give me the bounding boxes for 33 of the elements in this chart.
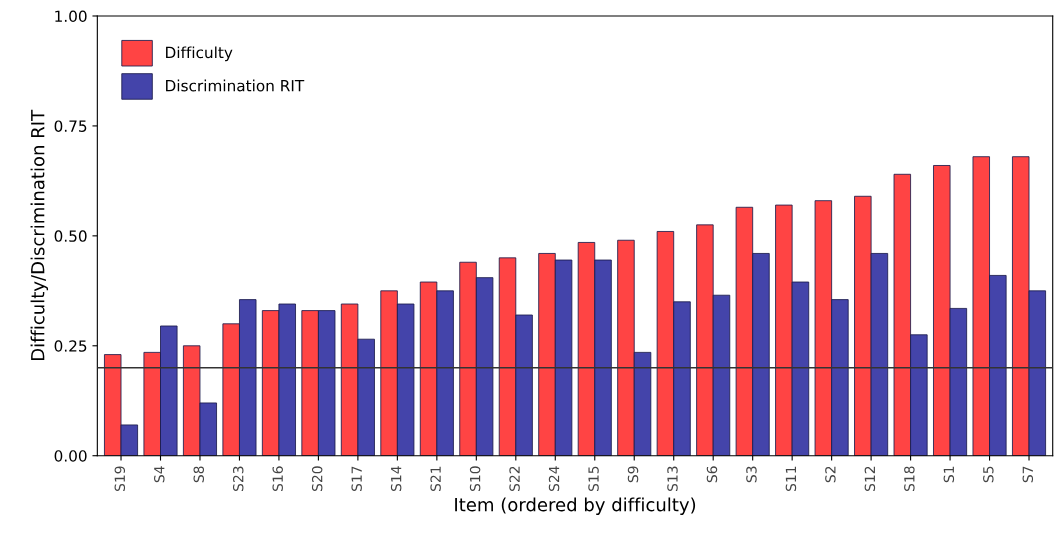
legend-label: Difficulty <box>166 46 233 62</box>
x-tick-label: S14 <box>390 466 402 492</box>
x-tick-label: S11 <box>785 466 797 492</box>
y-tick-label: 0.50 <box>54 230 87 242</box>
y-axis-title: Difficulty/Discrimination RIT <box>30 109 49 361</box>
x-tick-label: S18 <box>904 466 915 492</box>
y-tick-label: 0.75 <box>54 120 87 132</box>
x-tick-label: S12 <box>864 466 876 492</box>
x-axis-title: Item (ordered by difficulty) <box>455 497 696 515</box>
x-tick-label: S2 <box>825 466 836 483</box>
x-tick-label: S21 <box>430 466 441 492</box>
x-tick-label: S7 <box>1022 466 1034 483</box>
x-tick-label: S10 <box>469 466 481 492</box>
x-tick-label: S16 <box>272 466 283 492</box>
y-tick-label: 1.00 <box>55 10 87 23</box>
x-tick-label: S13 <box>667 466 678 492</box>
x-tick-label: S3 <box>746 466 757 483</box>
x-tick-label: S17 <box>351 466 362 492</box>
x-tick-label: S9 <box>627 466 639 483</box>
x-tick-label: S24 <box>548 466 560 492</box>
x-tick-label: S15 <box>588 466 599 492</box>
y-tick-label: 0.00 <box>54 450 87 462</box>
x-tick-label: S1 <box>943 466 955 483</box>
x-tick-label: S20 <box>311 466 323 492</box>
x-tick-label: S19 <box>114 466 126 492</box>
x-tick-label: S5 <box>983 466 994 483</box>
y-tick-label: 0.25 <box>54 340 87 352</box>
x-tick-label: S4 <box>154 466 165 483</box>
x-tick-label: S23 <box>232 466 244 492</box>
legend-label: Discrimination RIT <box>166 79 305 92</box>
x-tick-label: S22 <box>509 466 520 492</box>
x-tick-label: S8 <box>193 466 205 483</box>
x-tick-label: S6 <box>706 466 718 483</box>
